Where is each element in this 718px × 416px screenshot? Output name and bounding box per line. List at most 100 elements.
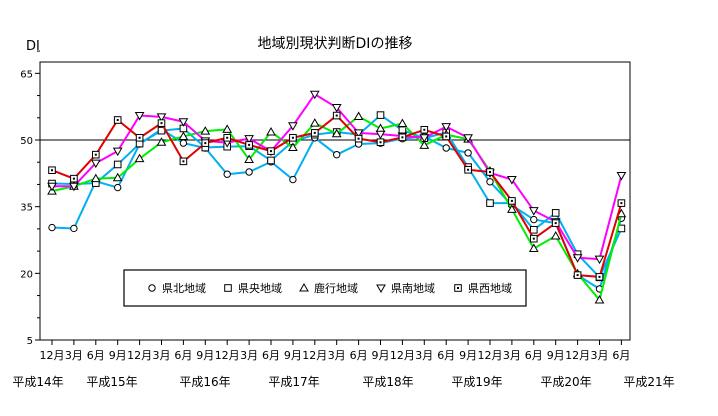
y-tick-label: 50 bbox=[20, 136, 33, 147]
legend-marker bbox=[299, 282, 309, 292]
y-tick-label: 20 bbox=[20, 269, 33, 280]
data-point-dot bbox=[576, 274, 579, 277]
y-tick-label: 65 bbox=[20, 69, 33, 80]
data-point bbox=[441, 123, 452, 132]
data-point bbox=[551, 209, 560, 217]
data-point bbox=[550, 230, 561, 240]
data-point bbox=[244, 135, 254, 144]
data-point bbox=[594, 294, 605, 304]
x-month-label: 9月 bbox=[547, 349, 565, 362]
data-point bbox=[200, 126, 211, 135]
x-year-label: 平成14年 bbox=[12, 375, 63, 389]
legend: 県北地域 県央地域 鹿行地域 県南地域 県西地域 bbox=[123, 269, 527, 307]
data-point bbox=[507, 176, 517, 185]
data-point bbox=[353, 129, 364, 138]
data-point bbox=[594, 255, 605, 265]
data-point-dot bbox=[182, 160, 185, 163]
x-month-label: 3月 bbox=[591, 349, 609, 362]
x-month-label: 3月 bbox=[153, 349, 171, 362]
y-tick-label: 5 bbox=[27, 336, 33, 347]
data-point-dot bbox=[510, 199, 513, 202]
data-point bbox=[486, 199, 494, 207]
x-month-label: 12月 bbox=[215, 349, 240, 362]
x-month-label: 6月 bbox=[87, 349, 105, 362]
data-point-dot bbox=[313, 131, 316, 134]
series-3 bbox=[47, 111, 627, 304]
data-point bbox=[572, 254, 583, 263]
x-month-label: 6月 bbox=[525, 349, 543, 362]
data-point bbox=[113, 160, 122, 169]
data-point-dot bbox=[94, 153, 97, 156]
x-year-label: 平成15年 bbox=[86, 375, 137, 389]
data-point bbox=[267, 156, 275, 165]
data-point-dot bbox=[226, 136, 229, 139]
data-point-dot bbox=[489, 171, 491, 173]
legend-items: 県北地域 県央地域 鹿行地域 県南地域 県西地域 bbox=[148, 281, 512, 295]
x-month-label: 6月 bbox=[350, 349, 368, 362]
data-point bbox=[112, 147, 123, 157]
data-point bbox=[223, 170, 231, 178]
data-point bbox=[463, 134, 473, 143]
legend-marker bbox=[224, 284, 232, 292]
data-point bbox=[134, 112, 145, 121]
x-month-label: 12月 bbox=[565, 349, 590, 362]
data-point bbox=[530, 215, 538, 224]
data-point bbox=[47, 182, 57, 192]
data-point bbox=[528, 243, 539, 252]
x-month-label: 9月 bbox=[372, 349, 390, 362]
x-month-label: 6月 bbox=[612, 349, 630, 362]
x-month-label: 12月 bbox=[40, 349, 65, 362]
data-point bbox=[156, 137, 167, 146]
data-point-dot bbox=[423, 128, 426, 131]
data-point-dot bbox=[467, 168, 470, 171]
legend-label: 鹿行地域 bbox=[314, 281, 358, 295]
x-year-label: 平成21年 bbox=[623, 375, 674, 389]
data-point-dot bbox=[532, 237, 535, 240]
x-month-label: 9月 bbox=[196, 349, 214, 362]
legend-marker bbox=[148, 284, 156, 292]
data-point bbox=[48, 223, 56, 232]
data-point bbox=[134, 153, 145, 163]
data-point bbox=[178, 131, 189, 140]
data-point bbox=[69, 182, 79, 192]
data-point bbox=[464, 149, 472, 157]
data-point bbox=[419, 140, 430, 149]
data-point bbox=[309, 118, 320, 127]
x-month-label: 12月 bbox=[478, 349, 503, 362]
x-month-label: 3月 bbox=[503, 349, 521, 362]
data-point bbox=[266, 126, 276, 136]
data-point bbox=[309, 90, 320, 100]
data-point bbox=[331, 104, 342, 113]
data-point bbox=[530, 225, 538, 234]
x-month-label: 12月 bbox=[127, 349, 152, 362]
data-point bbox=[245, 168, 253, 176]
data-point bbox=[156, 113, 167, 122]
data-point bbox=[222, 124, 233, 133]
x-month-label: 3月 bbox=[65, 349, 83, 362]
y-axis-label: DI bbox=[26, 39, 40, 54]
legend-label: 県西地域 bbox=[468, 282, 512, 295]
data-point-dot bbox=[270, 150, 272, 153]
data-point-dot bbox=[248, 143, 251, 146]
data-point-dot bbox=[445, 135, 448, 138]
data-point-dot bbox=[160, 122, 163, 125]
data-point-dot bbox=[72, 177, 75, 180]
data-point-dot bbox=[620, 202, 623, 205]
x-month-label: 6月 bbox=[262, 349, 280, 362]
data-point bbox=[288, 122, 298, 131]
data-point bbox=[112, 172, 123, 182]
legend-marker bbox=[376, 284, 386, 294]
data-point bbox=[507, 204, 517, 213]
data-point bbox=[331, 128, 342, 138]
data-point bbox=[419, 134, 430, 143]
data-point bbox=[528, 207, 539, 216]
x-year-label: 平成20年 bbox=[540, 375, 591, 389]
series-5 bbox=[48, 111, 626, 281]
data-point bbox=[486, 178, 494, 186]
legend-label: 県南地域 bbox=[391, 282, 435, 295]
data-point-dot bbox=[291, 136, 294, 139]
x-month-label: 9月 bbox=[284, 349, 302, 362]
data-point bbox=[244, 154, 254, 164]
x-month-label: 3月 bbox=[415, 349, 433, 362]
